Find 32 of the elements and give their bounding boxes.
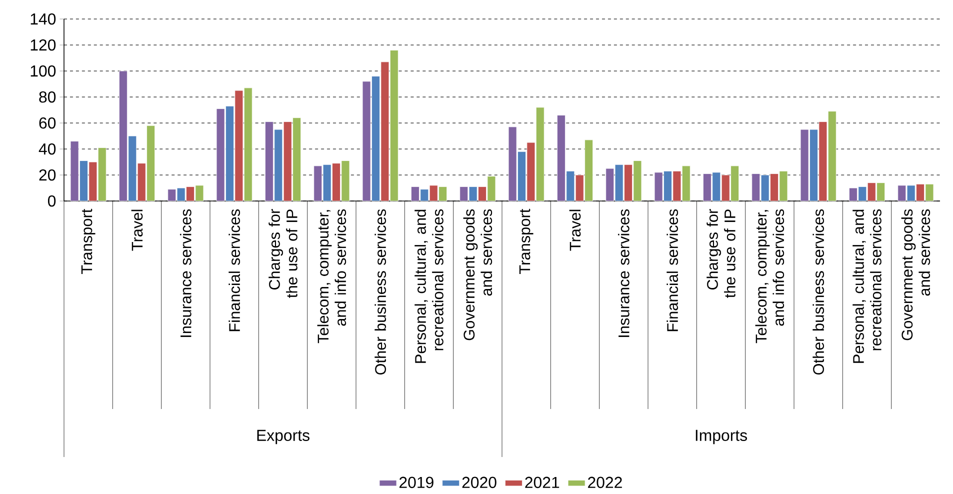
x-tick-label: Charges for the use of IP — [268, 209, 298, 298]
legend-label: 2022 — [588, 476, 622, 488]
x-tick-label: Government goods and services — [901, 209, 930, 340]
x-tick-label: Government goods and services — [463, 209, 492, 340]
legend-label: 2020 — [462, 476, 496, 488]
x-tick-label: Other business services — [812, 209, 824, 375]
legend-label: 2019 — [399, 476, 434, 488]
x-tick-label: Insurance services — [180, 209, 192, 337]
x-tick-label: Travel — [569, 210, 581, 251]
x-tick-label: Transport — [81, 208, 96, 274]
y-tick-label: 120 — [30, 39, 56, 51]
y-tick-label: 100 — [30, 65, 56, 77]
x-tick-label: Personal, cultural, and recreational services — [414, 209, 444, 363]
x-tick-label: Telecom, computer, and info services — [755, 209, 784, 344]
y-tick-label: 140 — [30, 13, 56, 25]
x-tick-label: Financial services — [228, 209, 240, 332]
x-tick-label: Financial services — [666, 209, 678, 332]
text: Exports — [257, 430, 310, 444]
x-tick-label: Travel — [131, 210, 143, 251]
y-tick-label: 80 — [39, 91, 56, 103]
x-tick-label: Insurance services — [618, 209, 630, 337]
x-tick-label: Personal, cultural, and recreational services — [852, 209, 882, 363]
y-tick-label: 40 — [38, 143, 56, 155]
legend-label: 2021 — [525, 476, 560, 488]
y-tick-label: 60 — [39, 117, 56, 129]
y-tick-label: 0 — [48, 195, 56, 207]
x-tick-label: Charges for the use of IP — [706, 209, 736, 298]
text: Imports — [696, 430, 747, 444]
x-tick-label: Telecom, computer, and info services — [317, 209, 346, 344]
y-tick-label: 20 — [39, 169, 56, 181]
x-tick-label: Other business services — [374, 209, 386, 375]
x-tick-label: Transport — [519, 208, 534, 274]
